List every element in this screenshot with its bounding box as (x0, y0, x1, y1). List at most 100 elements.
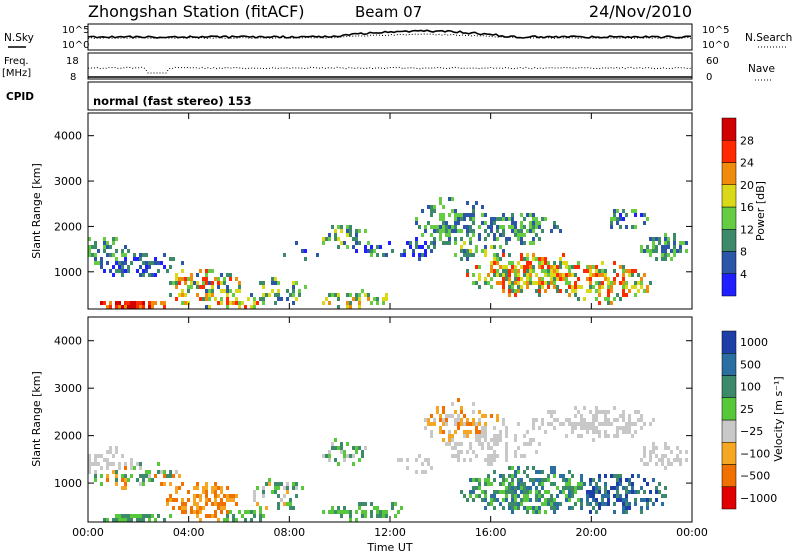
heatmap-cell (472, 229, 475, 233)
heatmap-cell (472, 402, 475, 406)
heatmap-cell (358, 293, 361, 297)
heatmap-cell (235, 297, 238, 301)
heatmap-cell (541, 486, 544, 490)
heatmap-cell (580, 486, 583, 490)
heatmap-cell (487, 502, 490, 506)
heatmap-cell (592, 265, 595, 269)
heatmap-cell (619, 482, 622, 486)
heatmap-cell (565, 498, 568, 502)
heatmap-cell (109, 253, 112, 257)
heatmap-cell (598, 410, 601, 414)
heatmap-cell (421, 462, 424, 466)
heatmap-cell (472, 490, 475, 494)
heatmap-cell (448, 438, 451, 442)
heatmap-cell (178, 486, 181, 490)
heatmap-cell (223, 502, 226, 506)
heatmap-cell (679, 249, 682, 253)
heatmap-cell (208, 297, 211, 301)
heatmap-cell (130, 301, 133, 305)
heatmap-cell (625, 498, 628, 502)
heatmap-cell (631, 273, 634, 277)
heatmap-cell (523, 225, 526, 229)
heatmap-cell (649, 249, 652, 253)
heatmap-cell (469, 213, 472, 217)
heatmap-cell (232, 498, 235, 502)
heatmap-cell (121, 253, 124, 257)
heatmap-cell (424, 418, 427, 422)
heatmap-cell (226, 293, 229, 297)
heatmap-cell (469, 241, 472, 245)
heatmap-cell (160, 261, 163, 265)
heatmap-cell (589, 265, 592, 269)
heatmap-cell (274, 486, 277, 490)
heatmap-cell (136, 514, 139, 518)
heatmap-cell (322, 510, 325, 514)
heatmap-cell (478, 273, 481, 277)
heatmap-cell (250, 518, 253, 522)
heatmap-cell (556, 265, 559, 269)
heatmap-cell (481, 205, 484, 209)
heatmap-cell (622, 414, 625, 418)
heatmap-cell (493, 478, 496, 482)
heatmap-cell (520, 285, 523, 289)
heatmap-cell (505, 442, 508, 446)
heatmap-cell (604, 430, 607, 434)
heatmap-cell (499, 281, 502, 285)
heatmap-cell (613, 217, 616, 221)
heatmap-cell (442, 422, 445, 426)
heatmap-cell (520, 277, 523, 281)
heatmap-cell (526, 273, 529, 277)
heatmap-cell (604, 422, 607, 426)
heatmap-cell (454, 241, 457, 245)
heatmap-cell (616, 474, 619, 478)
heatmap-cell (412, 253, 415, 257)
heatmap-cell (493, 490, 496, 494)
heatmap-cell (604, 414, 607, 418)
heatmap-cell (421, 233, 424, 237)
heatmap-cell (595, 498, 598, 502)
heatmap-cell (538, 442, 541, 446)
heatmap-cell (631, 422, 634, 426)
heatmap-cell (349, 454, 352, 458)
heatmap-cell (157, 462, 160, 466)
heatmap-cell (526, 277, 529, 281)
heatmap-cell (559, 289, 562, 293)
x-tick-label: 08:00 (273, 526, 305, 539)
heatmap-cell (382, 301, 385, 305)
heatmap-cell (634, 281, 637, 285)
heatmap-cell (481, 498, 484, 502)
heatmap-cell (571, 273, 574, 277)
heatmap-cell (220, 273, 223, 277)
heatmap-cell (511, 281, 514, 285)
heatmap-cell (151, 305, 154, 309)
velocity-colorbar-label: Velocity [m s⁻¹] (772, 376, 785, 461)
heatmap-cell (580, 434, 583, 438)
heatmap-cell (625, 502, 628, 506)
heatmap-cell (556, 502, 559, 506)
heatmap-cell (595, 482, 598, 486)
heatmap-cell (556, 277, 559, 281)
heatmap-cell (496, 225, 499, 229)
heatmap-cell (562, 486, 565, 490)
heatmap-cell (556, 273, 559, 277)
heatmap-cell (274, 293, 277, 297)
heatmap-cell (466, 434, 469, 438)
y-tick-label: 3000 (54, 175, 82, 188)
heatmap-cell (466, 498, 469, 502)
heatmap-cell (193, 281, 196, 285)
heatmap-cell (385, 510, 388, 514)
heatmap-cell (436, 229, 439, 233)
heatmap-cell (505, 486, 508, 490)
heatmap-cell (616, 498, 619, 502)
heatmap-cell (277, 502, 280, 506)
heatmap-cell (643, 289, 646, 293)
heatmap-cell (547, 474, 550, 478)
heatmap-cell (451, 414, 454, 418)
heatmap-cell (184, 277, 187, 281)
heatmap-cell (496, 217, 499, 221)
heatmap-cell (535, 225, 538, 229)
heatmap-cell (526, 253, 529, 257)
heatmap-cell (226, 297, 229, 301)
heatmap-cell (163, 253, 166, 257)
